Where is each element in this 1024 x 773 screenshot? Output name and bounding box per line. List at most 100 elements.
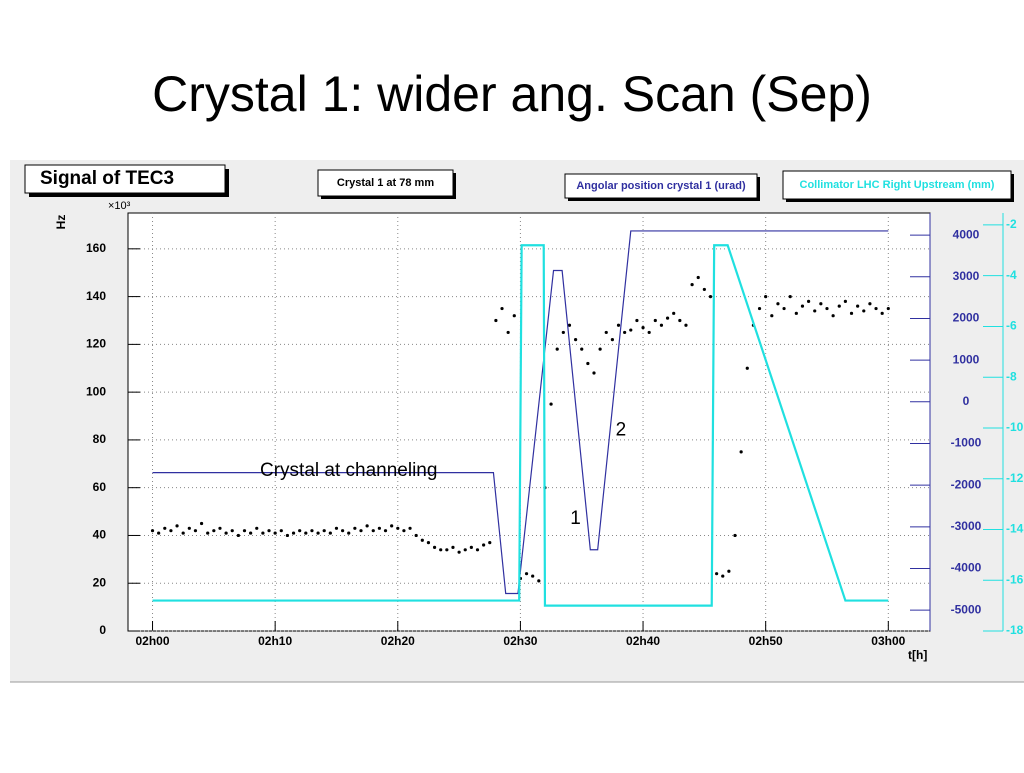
- y2-tick-label: -5000: [951, 602, 982, 616]
- data-point: [739, 450, 743, 454]
- data-point: [635, 318, 639, 323]
- data-point: [512, 314, 516, 318]
- data-point: [727, 569, 731, 573]
- data-point: [623, 330, 627, 335]
- legend-box: [782, 170, 1012, 200]
- data-point: [580, 347, 584, 351]
- data-point: [555, 347, 559, 351]
- data-point: [856, 304, 860, 308]
- data-point: [383, 529, 388, 533]
- x-axis-label: t[h]: [908, 648, 927, 662]
- x-tick-label: 02h00: [136, 634, 170, 648]
- x-tick-label: 03h00: [871, 634, 905, 648]
- y-tick-label: 40: [93, 528, 107, 542]
- data-point: [353, 526, 357, 530]
- data-point: [390, 524, 394, 528]
- data-point: [849, 311, 854, 315]
- data-point: [573, 337, 578, 342]
- y2-tick-label: 1000: [953, 352, 980, 366]
- data-point: [800, 304, 805, 308]
- y2-tick-label: 0: [963, 394, 970, 408]
- y2-tick-label: -2000: [951, 477, 982, 491]
- data-point: [782, 306, 786, 311]
- chart-title: Signal of TEC3: [40, 168, 174, 189]
- data-point: [469, 545, 473, 550]
- y3-tick-label: -6: [1006, 319, 1017, 333]
- data-point: [236, 533, 240, 538]
- data-point: [242, 529, 247, 533]
- data-point: [377, 526, 381, 530]
- data-point: [776, 302, 780, 306]
- y-tick-label: 120: [86, 337, 106, 351]
- data-point: [653, 318, 657, 323]
- data-point: [341, 529, 345, 533]
- data-point: [794, 311, 798, 315]
- data-point: [733, 533, 737, 538]
- y-tick-label: 140: [86, 289, 106, 303]
- title-box: [24, 164, 226, 194]
- data-point: [322, 529, 326, 533]
- data-point: [206, 531, 210, 535]
- data-point: [665, 316, 670, 320]
- data-point: [402, 529, 406, 533]
- y3-tick-label: -16: [1006, 572, 1024, 586]
- data-point: [862, 309, 866, 313]
- slide-title: Crystal 1: wider ang. Scan (Sep): [152, 66, 872, 122]
- y-tick-label: 20: [93, 575, 107, 589]
- data-point: [702, 287, 706, 292]
- data-point: [549, 402, 553, 406]
- data-point: [224, 531, 228, 535]
- data-point: [806, 299, 811, 303]
- data-point: [537, 579, 541, 583]
- data-point: [506, 330, 510, 335]
- data-point: [690, 283, 694, 287]
- data-point: [267, 529, 271, 533]
- y2-tick-label: -4000: [951, 561, 982, 575]
- data-point: [764, 295, 768, 299]
- data-point: [199, 521, 204, 526]
- legend-label: Angolar position crystal 1 (urad): [576, 180, 746, 192]
- data-point: [212, 529, 216, 533]
- y2-tick-label: -1000: [951, 436, 982, 450]
- data-point: [298, 529, 302, 533]
- legend-label: Collimator LHC Right Upstream (mm): [800, 179, 995, 191]
- y3-tick-label: -12: [1006, 471, 1024, 485]
- data-point: [770, 314, 774, 318]
- y2-tick-label: 4000: [953, 227, 980, 241]
- data-point: [715, 572, 719, 576]
- annotation: Crystal at channeling: [260, 460, 437, 481]
- x-tick-label: 02h20: [381, 634, 415, 648]
- y-exponent: ×10³: [108, 200, 131, 212]
- data-point: [788, 295, 792, 299]
- y-tick-label: 100: [86, 384, 106, 398]
- data-point: [586, 361, 590, 366]
- data-point: [218, 526, 222, 530]
- y-tick-label: 0: [99, 623, 106, 637]
- x-tick-label: 02h10: [258, 634, 292, 648]
- data-point: [163, 526, 167, 530]
- data-point: [647, 330, 651, 335]
- data-point: [334, 526, 339, 530]
- y-axis-label: Hz: [54, 215, 68, 230]
- data-point: [310, 529, 314, 533]
- legend-box: [564, 173, 758, 199]
- data-point: [255, 526, 259, 530]
- data-point: [500, 306, 504, 311]
- data-point: [874, 306, 878, 311]
- data-point: [886, 306, 890, 311]
- data-point: [659, 323, 664, 327]
- y3-tick-label: -14: [1006, 522, 1024, 536]
- data-point: [825, 306, 829, 311]
- data-point: [285, 533, 290, 538]
- data-point: [721, 574, 725, 578]
- data-point: [708, 295, 713, 299]
- data-point: [451, 545, 455, 550]
- y-tick-label: 160: [86, 241, 106, 255]
- data-point: [610, 337, 614, 342]
- data-point: [629, 328, 633, 332]
- data-point: [157, 531, 161, 535]
- data-point: [359, 529, 363, 533]
- data-point: [445, 548, 449, 552]
